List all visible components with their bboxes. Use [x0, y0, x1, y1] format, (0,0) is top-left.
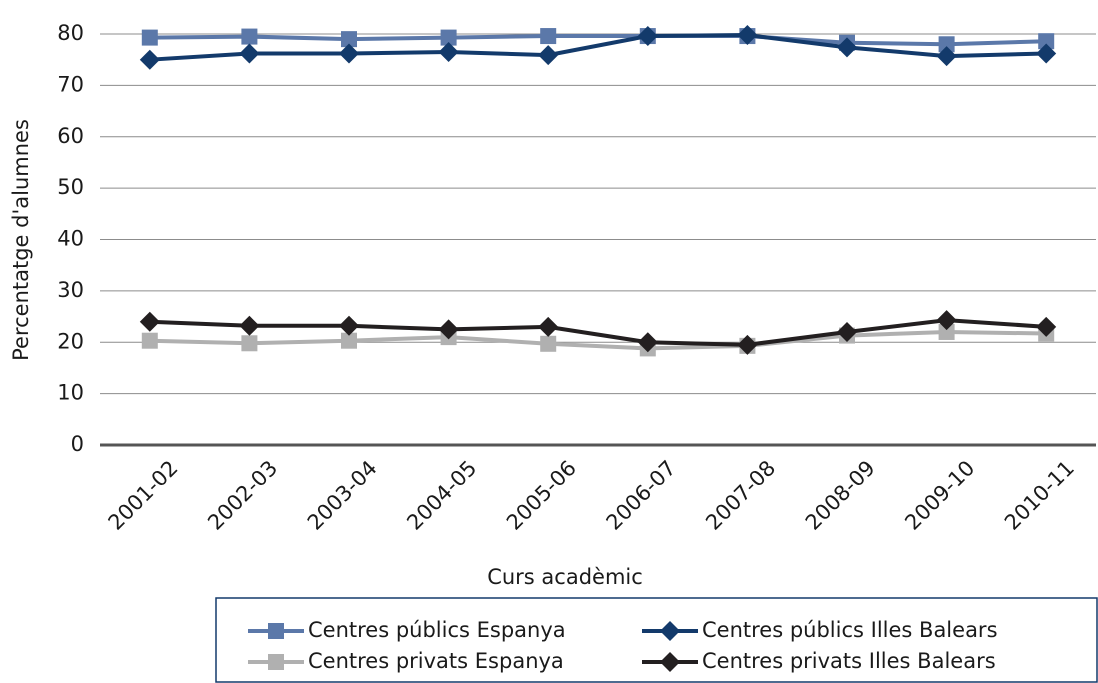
legend-box — [215, 597, 1098, 683]
legend-label: Centres públics Espanya — [308, 618, 566, 642]
y-tick-label: 0 — [71, 432, 84, 456]
y-tick-label: 70 — [57, 72, 84, 96]
data-point — [538, 316, 559, 337]
data-point — [139, 49, 160, 70]
data-point — [1038, 33, 1055, 50]
data-point — [438, 319, 459, 340]
data-point — [241, 335, 258, 352]
y-tick-label: 10 — [57, 381, 84, 405]
data-point — [540, 335, 557, 352]
legend-label: Centres privats Illes Balears — [702, 649, 996, 673]
data-point — [540, 28, 557, 45]
data-point — [936, 46, 957, 67]
data-point — [938, 36, 955, 53]
series-line — [149, 329, 1047, 351]
y-tick-label: 50 — [57, 175, 84, 199]
data-point — [837, 37, 857, 58]
data-point — [341, 31, 357, 48]
legend-marker — [660, 652, 680, 672]
x-tick-label: 2003-04 — [303, 456, 382, 535]
data-point — [141, 332, 158, 349]
data-point — [339, 315, 359, 336]
y-tick-label: 40 — [57, 227, 84, 251]
data-point — [1036, 316, 1057, 337]
series-line — [149, 318, 1047, 347]
data-point — [936, 310, 957, 331]
data-point — [239, 315, 260, 336]
x-tick-label: 2005-06 — [502, 456, 581, 535]
data-point — [737, 25, 758, 46]
legend-marker — [660, 621, 680, 641]
data-point — [141, 29, 158, 46]
data-point — [637, 26, 658, 47]
x-tick-label: 2004-05 — [402, 456, 481, 535]
data-point — [737, 334, 758, 355]
data-point — [339, 43, 359, 64]
x-tick-label: 2002-03 — [203, 456, 282, 535]
x-tick-label: 2008-09 — [801, 456, 880, 535]
data-point — [440, 29, 457, 46]
data-point — [538, 45, 559, 66]
legend-marker — [268, 654, 284, 670]
x-tick-label: 2006-07 — [602, 456, 681, 535]
data-point — [341, 332, 357, 349]
data-point — [837, 321, 857, 342]
legend-label: Centres públics Illes Balears — [702, 618, 998, 642]
y-tick-label: 60 — [57, 124, 84, 148]
data-point — [1036, 43, 1057, 64]
x-tick-label: 2007-08 — [701, 456, 780, 535]
series-line — [149, 33, 1047, 62]
legend-marker — [268, 623, 284, 639]
data-point — [438, 41, 459, 62]
data-point — [637, 332, 658, 353]
x-tick-label: 2001-02 — [104, 456, 183, 535]
y-tick-label: 80 — [57, 21, 84, 45]
x-tick-label: 2009-10 — [900, 456, 979, 535]
series-line — [149, 34, 1047, 47]
x-tick-label: 2010-11 — [1000, 456, 1079, 535]
y-tick-label: 30 — [57, 278, 84, 302]
x-axis-title: Curs acadèmic — [487, 565, 643, 589]
data-point — [139, 311, 160, 332]
legend-label: Centres privats Espanya — [308, 649, 564, 673]
data-point — [938, 323, 955, 340]
data-point — [239, 43, 260, 64]
y-axis-title: Percentatge d'alumnes — [9, 119, 33, 361]
y-tick-label: 20 — [57, 329, 84, 353]
data-point — [241, 28, 258, 45]
